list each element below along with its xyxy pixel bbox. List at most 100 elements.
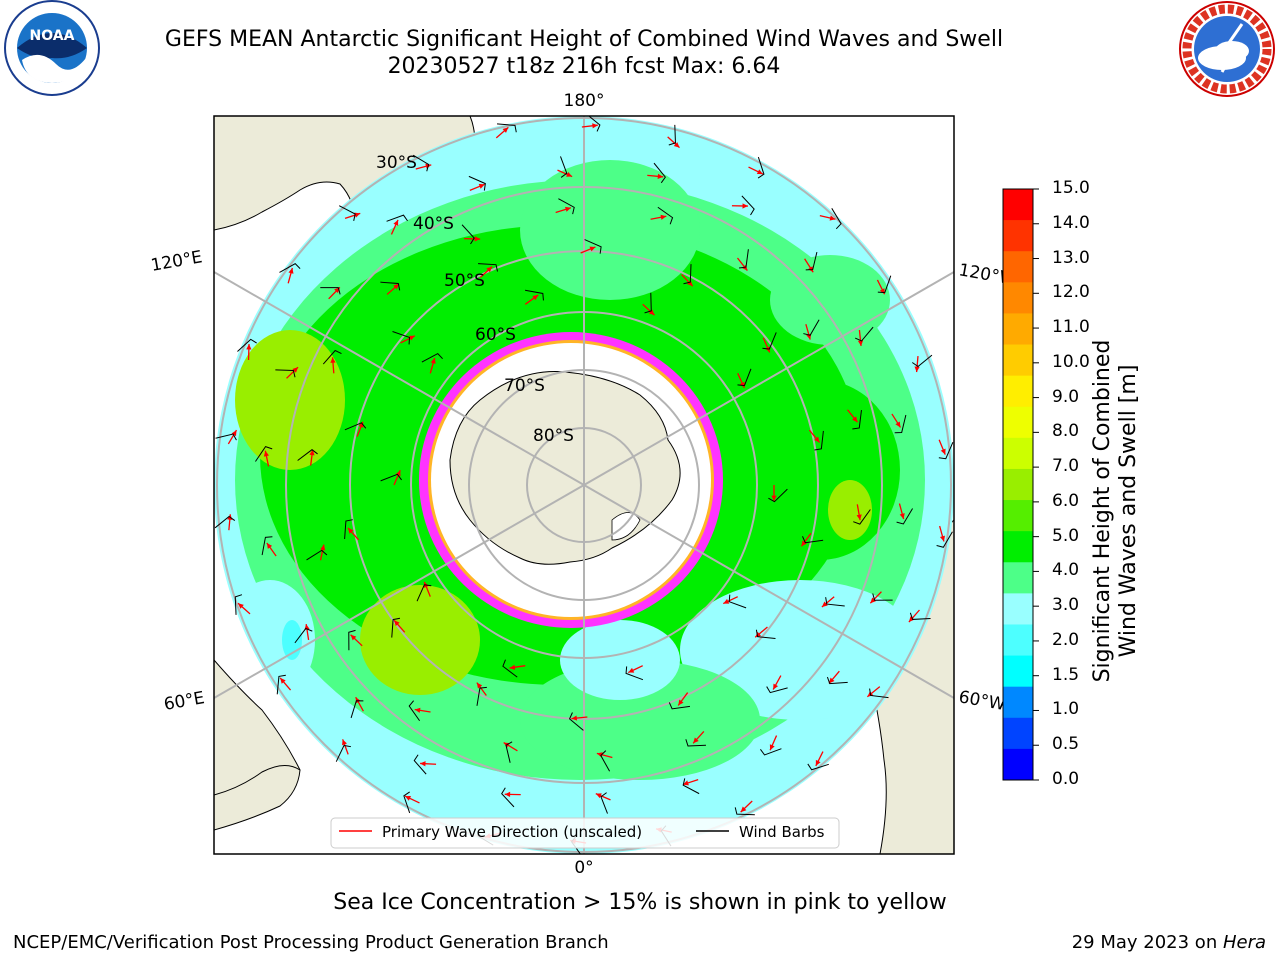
- wind-barb: [335, 744, 352, 762]
- wind-barb: [214, 515, 236, 529]
- wave-arrow-head: [673, 142, 680, 148]
- legend-wind-barbs: Wind Barbs: [739, 823, 825, 841]
- colorbar-swatch: [1003, 375, 1033, 408]
- colorbar-tick-label: 13.0: [1052, 247, 1090, 268]
- colorbar-tick-label: 5.0: [1052, 525, 1080, 546]
- wave-arrow-head: [765, 346, 770, 353]
- wave-arrow-head: [895, 421, 901, 428]
- wind-barb: [294, 627, 313, 644]
- wind-barb: [877, 275, 892, 294]
- wave-arrow-head: [288, 267, 294, 274]
- wave-arrow-head: [393, 283, 400, 290]
- wind-barb: [279, 263, 301, 273]
- wind-barb: [502, 659, 518, 678]
- wave-arrow-head: [330, 357, 336, 363]
- wave-arrow-head: [742, 203, 748, 209]
- wave-arrow-head: [566, 171, 573, 177]
- wave-arrow-head: [815, 759, 821, 766]
- wave-arrow-head: [852, 416, 858, 423]
- wave-arrow-head: [657, 173, 664, 179]
- wind-barb: [320, 287, 341, 295]
- noaa-logo: NOAA: [4, 0, 100, 96]
- wave-arrow-head: [246, 344, 252, 350]
- wave-arrow-head: [408, 335, 415, 341]
- wind-barb: [306, 549, 328, 561]
- wind-barb: [261, 536, 273, 556]
- wave-arrow-head: [899, 513, 905, 520]
- wave-arrow-head: [628, 667, 635, 673]
- wave-arrow-head: [939, 535, 945, 542]
- colorbar-tick-label: 9.0: [1052, 386, 1080, 407]
- wind-barb: [802, 536, 824, 544]
- colorbar-swatch: [1003, 624, 1033, 657]
- colorbar-swatch: [1003, 189, 1033, 221]
- wind-barb: [741, 195, 755, 216]
- wind-barb: [683, 264, 692, 285]
- wind-barb: [734, 807, 755, 816]
- wind-barb: [215, 433, 237, 441]
- wind-barb: [478, 263, 499, 272]
- lon-label-0: 0°: [574, 858, 593, 878]
- wind-barb: [760, 748, 782, 756]
- wind-barb: [505, 741, 513, 763]
- colorbar-tick-label: 12.0: [1052, 282, 1090, 303]
- wind-barb: [896, 508, 913, 525]
- wind-barb: [825, 597, 845, 607]
- wave-arrow-head: [476, 682, 483, 689]
- wave-arrow-head: [231, 430, 237, 437]
- colorbar-swatch: [1003, 593, 1033, 625]
- colorbar-tick-label: 7.0: [1052, 456, 1080, 477]
- wind-barb: [600, 792, 608, 814]
- wind-barb: [501, 787, 515, 808]
- colorbar-tick-label: 1.5: [1052, 664, 1080, 685]
- wave-arrow-head: [266, 542, 273, 549]
- colorbar-swatch: [1003, 748, 1033, 781]
- wave-arrow-head: [870, 597, 876, 604]
- colorbar-swatch: [1003, 282, 1033, 314]
- wind-barb: [668, 124, 676, 146]
- lon-label-120e: 120°E: [149, 247, 203, 276]
- map-legend: Primary Wave Direction (unscaled) Wind B…: [330, 817, 840, 849]
- wind-barb: [936, 531, 953, 548]
- wave-arrow-head: [263, 450, 269, 457]
- wave-arrow-head: [589, 246, 596, 252]
- wave-arrow-head: [914, 366, 920, 373]
- wave-arrow-head: [474, 236, 481, 242]
- wave-arrow-head: [394, 620, 400, 627]
- wave-arrow-head: [801, 540, 807, 547]
- wind-barb: [872, 593, 893, 601]
- colorbar-tick-label: 6.0: [1052, 490, 1080, 511]
- wind-barb: [768, 488, 788, 503]
- wind-barb: [461, 224, 475, 245]
- wind-barb: [803, 319, 820, 336]
- noaa-logo-text: NOAA: [30, 28, 75, 44]
- colorbar-swatch: [1003, 655, 1033, 688]
- wind-barb: [350, 700, 364, 719]
- wind-barb: [344, 422, 367, 431]
- map-area: [214, 116, 954, 854]
- colorbar-swatch: [1003, 406, 1033, 439]
- wave-arrow-head: [565, 206, 571, 212]
- colorbar-tick-label: 15.0: [1052, 178, 1090, 198]
- wave-arrow-head: [856, 514, 862, 521]
- wave-arrow-head: [347, 527, 354, 534]
- wind-barb: [380, 473, 402, 482]
- wind-barb: [807, 763, 829, 771]
- wave-arrow-head: [773, 683, 779, 690]
- wind-barb: [416, 584, 432, 602]
- wind-barb: [237, 338, 257, 352]
- wind-barb: [757, 156, 765, 179]
- colorbar-tick-label: 1.0: [1052, 699, 1080, 720]
- colorbar-tick-label: 3.0: [1052, 595, 1080, 616]
- wave-arrow-head: [908, 616, 915, 623]
- colorbar-tick-label: 11.0: [1052, 317, 1090, 338]
- wind-barb: [421, 352, 443, 363]
- lat-label-40s: 40°S: [413, 214, 454, 234]
- wind-barb: [853, 509, 871, 525]
- colorbar-tick-label: 0.0: [1052, 769, 1080, 789]
- wind-barb: [826, 676, 848, 685]
- wave-arrow-head: [430, 357, 436, 364]
- wind-barb: [525, 289, 544, 301]
- lon-label-60w: 60°W: [957, 687, 1007, 715]
- wave-arrow-head: [280, 677, 286, 684]
